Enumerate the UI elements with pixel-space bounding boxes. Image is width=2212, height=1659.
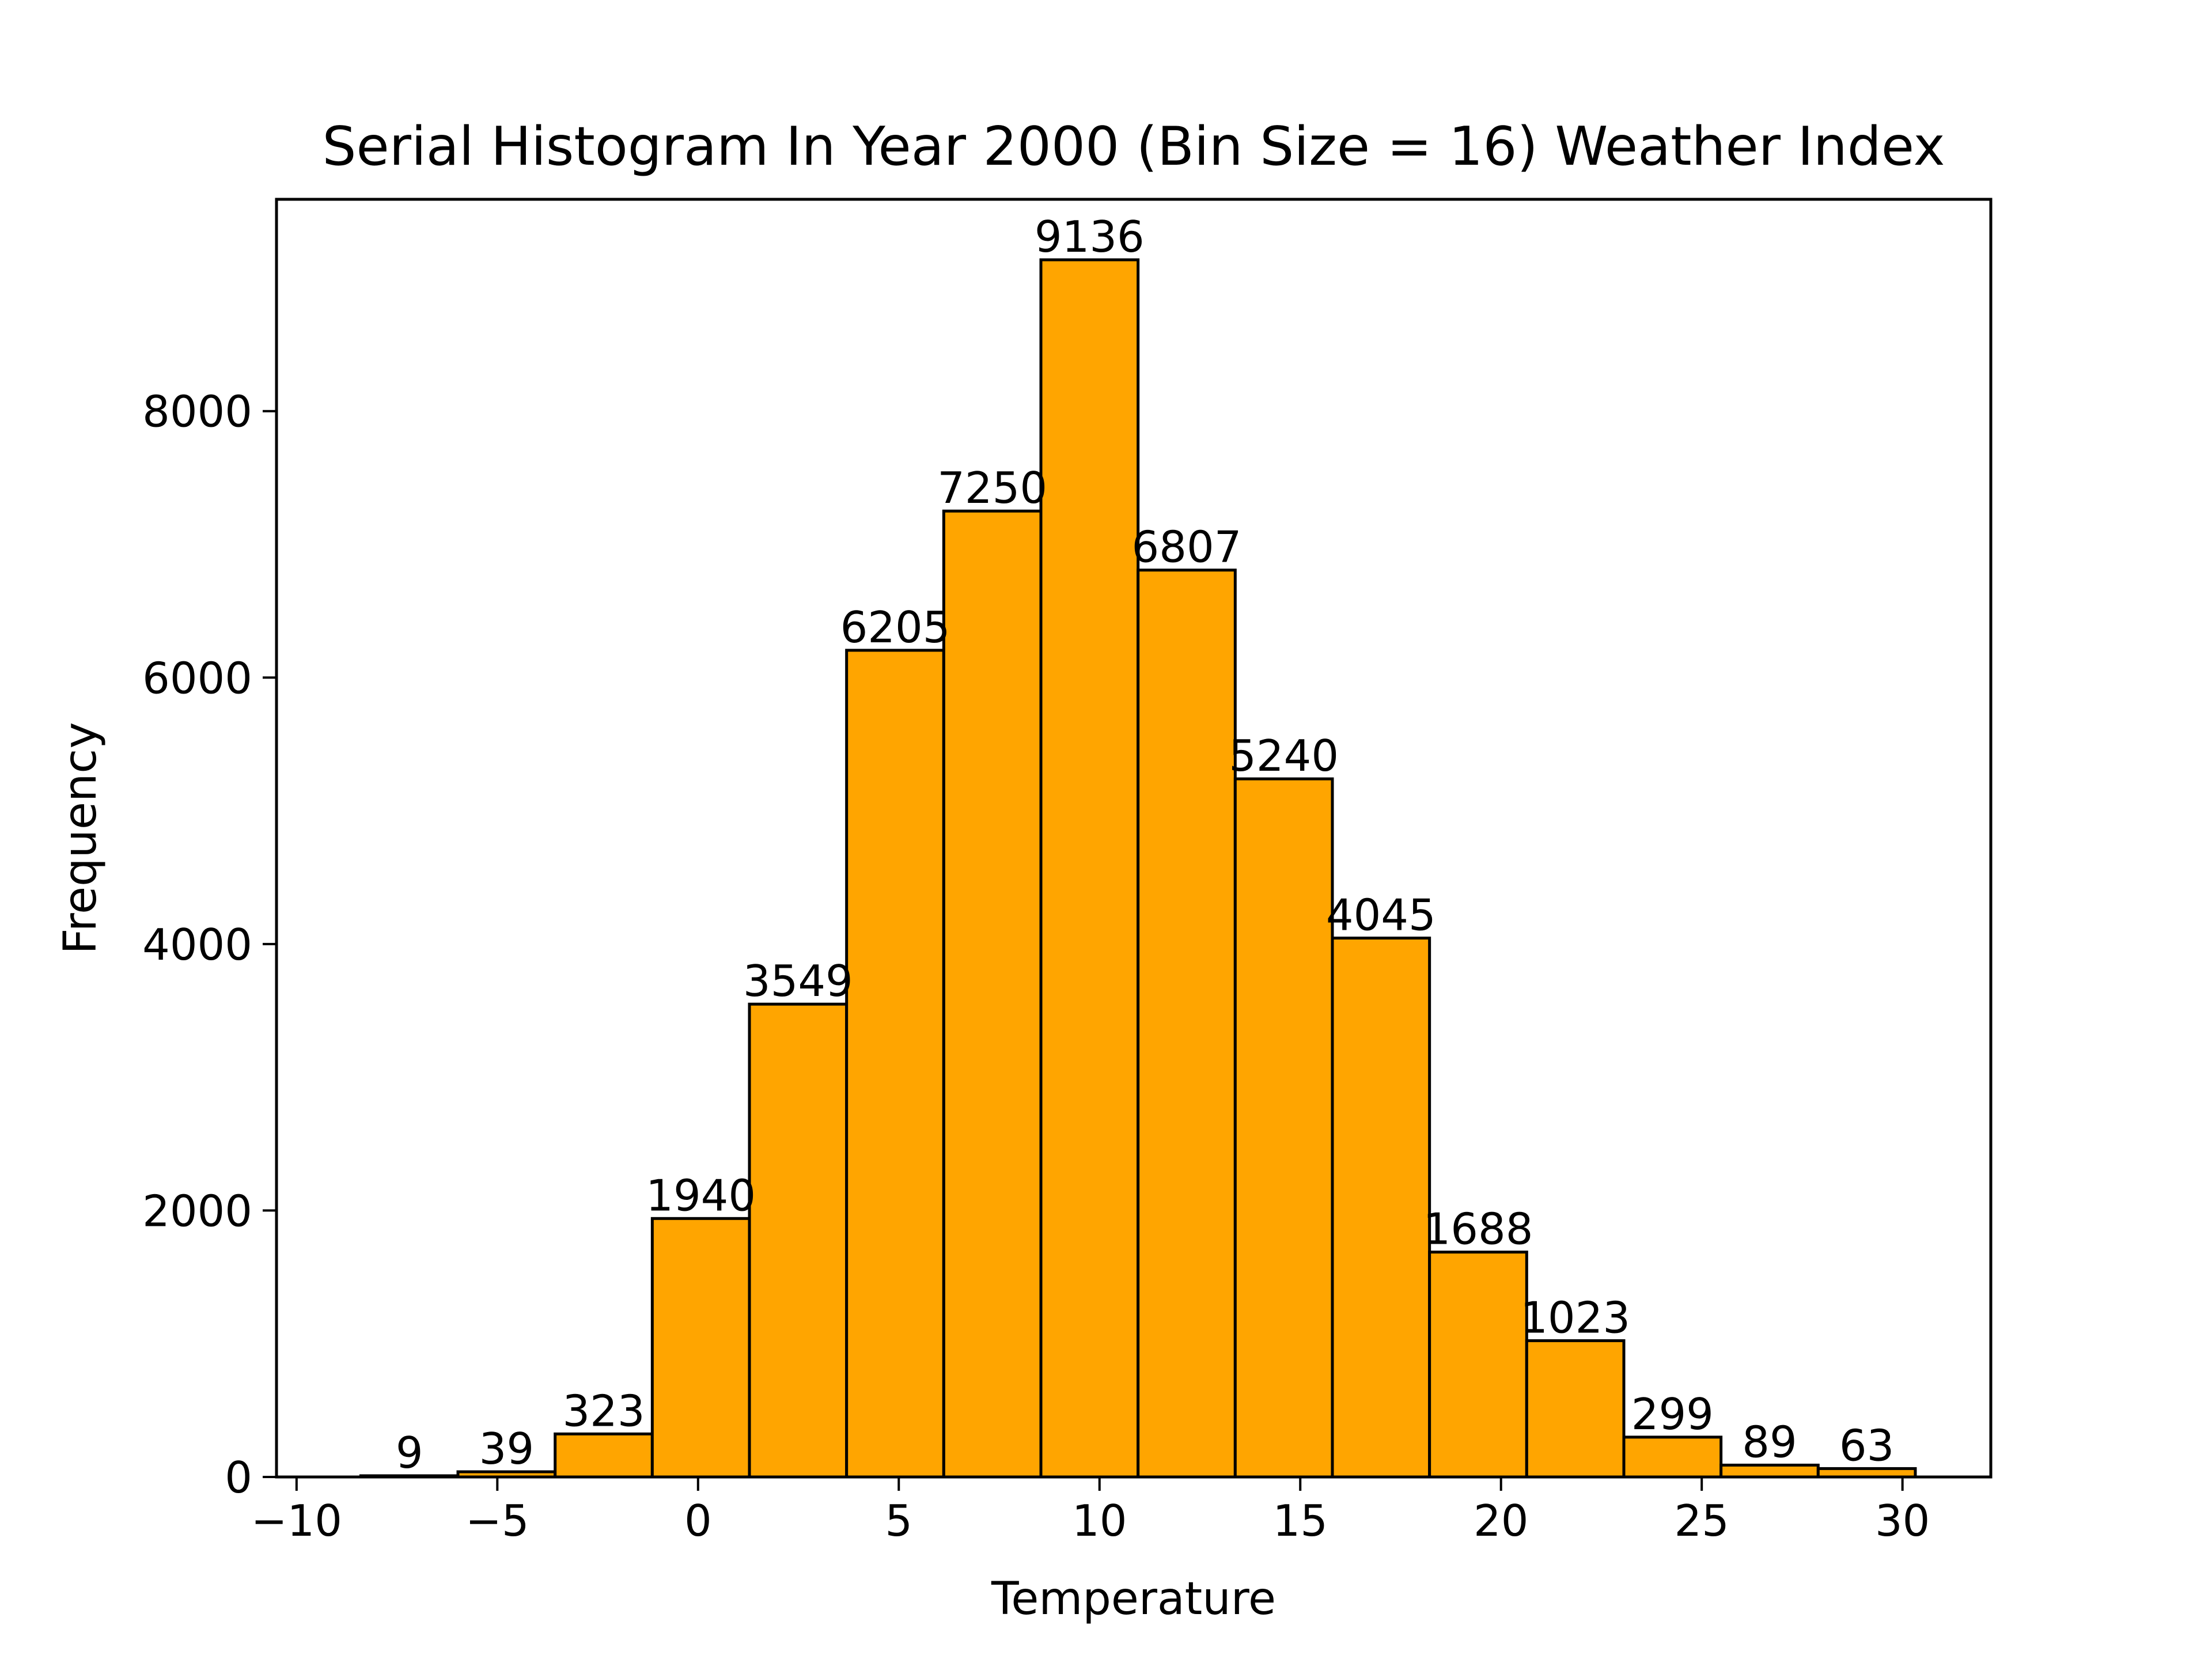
- histogram-bar: [650, 1217, 751, 1479]
- histogram-bar: [748, 1002, 849, 1479]
- histogram-bar: [942, 509, 1043, 1479]
- bar-value-label: 6205: [840, 602, 950, 653]
- bar-value-label: 9: [396, 1427, 423, 1478]
- bars-group: [359, 258, 1917, 1479]
- histogram-bar: [1428, 1251, 1528, 1479]
- x-tick-label: 15: [1273, 1495, 1328, 1546]
- bar-value-label: 323: [562, 1385, 645, 1436]
- bar-value-label: 299: [1631, 1389, 1714, 1440]
- x-tick-label: 10: [1072, 1495, 1127, 1546]
- y-tick-label: 4000: [142, 919, 252, 970]
- histogram-bar: [1622, 1435, 1723, 1479]
- histogram-bar: [1525, 1339, 1626, 1479]
- bar-value-label: 9136: [1035, 211, 1145, 262]
- histogram-bar: [1331, 936, 1431, 1479]
- bar-value-label: 1688: [1423, 1204, 1533, 1255]
- x-tick-label: −10: [251, 1495, 342, 1546]
- bar-value-label: 1023: [1520, 1292, 1630, 1343]
- x-axis-ticks: −10 −5 0 5 10 15 20 25 30: [251, 1477, 1930, 1546]
- bar-value-label: 63: [1839, 1420, 1894, 1471]
- data-labels-group: 9 39 323 1940 3549 6205 7250 9136 6807 5240 4045 16…: [396, 211, 1895, 1478]
- chart-title: Serial Histogram In Year 2000 (Bin Size …: [322, 115, 1945, 177]
- y-axis-label: Frequency: [55, 722, 107, 955]
- bar-value-label: 89: [1742, 1416, 1797, 1467]
- x-axis-label: Temperature: [991, 1573, 1276, 1625]
- plot-frame: [275, 198, 1993, 1479]
- histogram-bar: [1039, 258, 1140, 1479]
- histogram-bar: [1233, 777, 1334, 1479]
- x-tick-label: −5: [465, 1495, 529, 1546]
- bar-value-label: 6807: [1132, 522, 1242, 573]
- bar-value-label: 7250: [937, 463, 1047, 513]
- histogram-bar: [1137, 569, 1237, 1479]
- y-tick-label: 8000: [142, 387, 252, 437]
- bar-value-label: 4045: [1326, 889, 1436, 940]
- x-tick-label: 5: [885, 1495, 912, 1546]
- y-tick-label: 0: [225, 1452, 252, 1503]
- bar-value-label: 39: [479, 1423, 534, 1474]
- bar-value-label: 5240: [1229, 730, 1339, 781]
- x-tick-label: 20: [1474, 1495, 1528, 1546]
- x-tick-label: 30: [1875, 1495, 1930, 1546]
- x-tick-label: 0: [684, 1495, 712, 1546]
- bar-value-label: 1940: [646, 1170, 756, 1221]
- y-tick-label: 2000: [142, 1185, 252, 1236]
- bar-value-label: 3549: [743, 956, 853, 1006]
- histogram-bar: [845, 649, 945, 1479]
- y-tick-label: 6000: [142, 653, 252, 703]
- y-axis-ticks: 0 2000 4000 6000 8000: [142, 387, 276, 1503]
- histogram-bar: [554, 1432, 654, 1479]
- x-tick-label: 25: [1674, 1495, 1729, 1546]
